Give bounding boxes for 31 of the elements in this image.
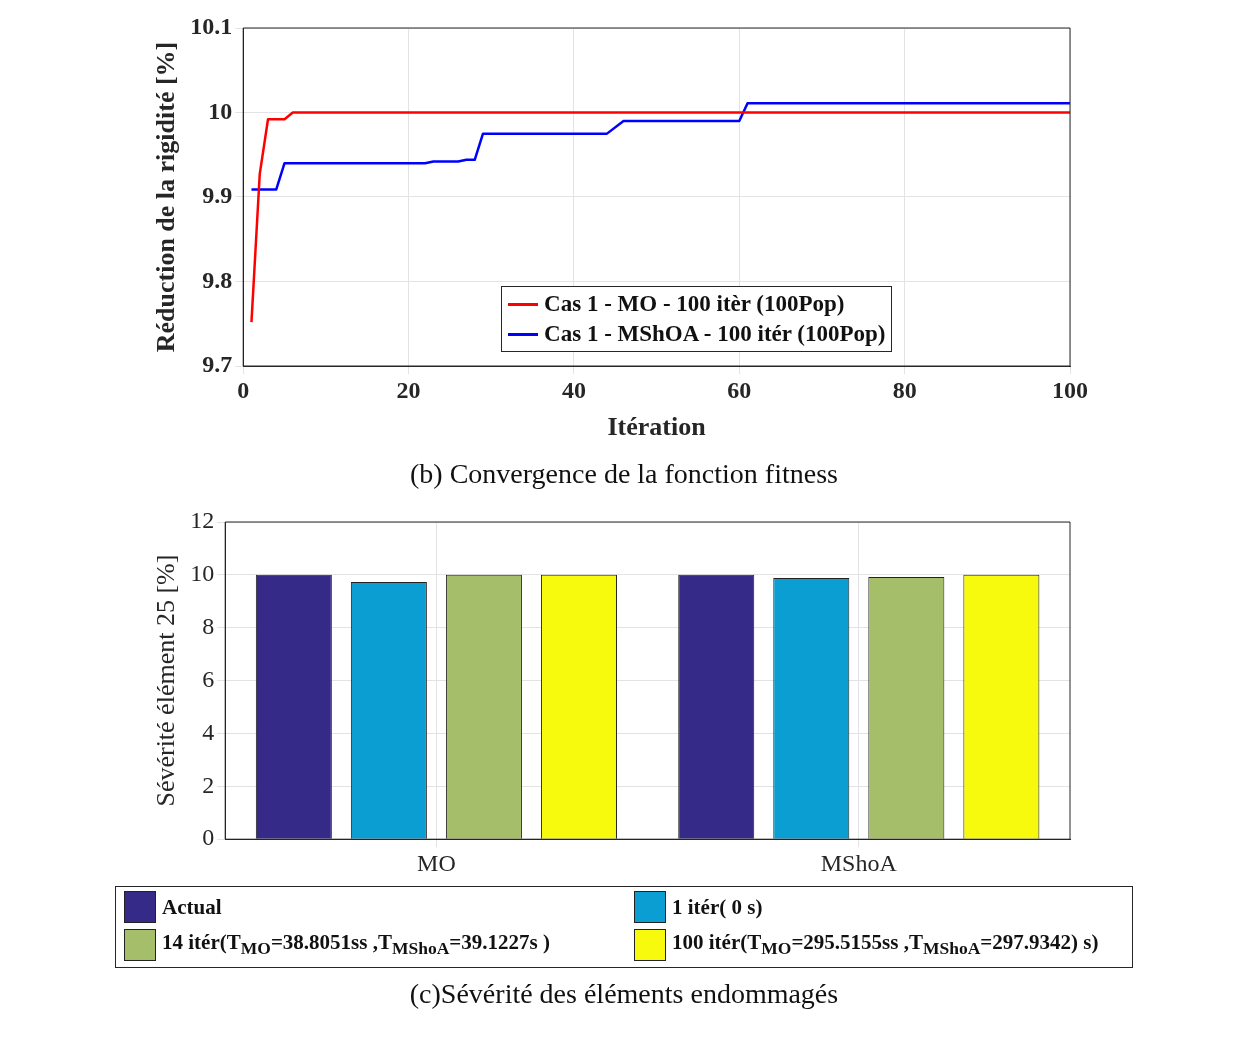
y-tick-label: 2 — [202, 771, 215, 798]
y-tick-label: 8 — [202, 613, 215, 640]
legend-label: 100 itér(T$_{MO}$=295.5155ss ,T$_{MShoA}$=297.9342) s) — [672, 929, 1099, 961]
y-tick-label: 10 — [190, 560, 215, 587]
text: (c)Sévérité des éléments endommagés — [408, 978, 840, 1011]
y-tick-label: 12 — [190, 507, 215, 534]
y-tick-label: 4 — [202, 718, 215, 745]
y-tick-label: 9.9 — [202, 182, 233, 209]
y-tick-label: 9.7 — [202, 351, 233, 378]
x-tick-label: 100 — [1052, 376, 1088, 403]
x-tick-label: MShoA — [820, 849, 898, 876]
y-tick-label: 9.8 — [202, 266, 233, 293]
legend-label: 1 itér( 0 s) — [672, 894, 763, 921]
x-tick-label: 0 — [237, 376, 250, 403]
legend-label: Cas 1 - MO - 100 itèr (100Pop) — [544, 290, 845, 318]
y-tick-label: 10 — [208, 97, 233, 124]
legend-label: Cas 1 - MShOA - 100 itér (100Pop) — [544, 320, 886, 348]
legend-label: Actual — [162, 894, 222, 921]
y-tick-label: 0 — [202, 824, 215, 851]
x-tick-label: 80 — [892, 376, 917, 403]
y-tick-label: 6 — [202, 665, 215, 692]
x-axis-title: Itération — [607, 412, 707, 442]
x-tick-label: 40 — [561, 376, 586, 403]
y-tick-label: 10.1 — [190, 13, 233, 40]
text: (b) Convergence de la fonction fitness — [409, 458, 839, 490]
x-tick-label: 20 — [396, 376, 421, 403]
x-tick-label: MO — [417, 849, 456, 876]
legend-label: 14 itér(T$_{MO}$=38.8051ss ,T$_{MShoA}$=39.1227s ) — [162, 929, 550, 961]
y-axis-title: Réduction de la rigidité [%] — [151, 41, 181, 353]
y-axis-title: Sévérité élément 25 [%] — [151, 554, 181, 807]
x-tick-label: 60 — [727, 376, 752, 403]
